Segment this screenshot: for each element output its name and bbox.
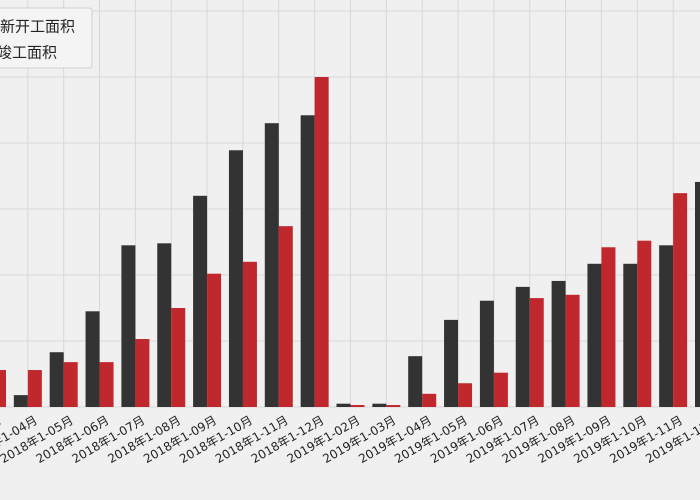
- bar: [408, 356, 423, 407]
- bar: [659, 245, 674, 407]
- bar: [458, 383, 473, 407]
- bar: [228, 150, 243, 407]
- legend-label: 新开工面积: [0, 18, 75, 36]
- bar: [157, 243, 172, 407]
- bar: [121, 245, 136, 407]
- legend-box: [0, 7, 93, 69]
- bar: [193, 195, 208, 407]
- bar: [207, 273, 222, 407]
- bar: [479, 300, 494, 407]
- bar: [63, 362, 78, 407]
- bar: [515, 286, 530, 407]
- bar: [695, 181, 700, 407]
- bar: [99, 362, 114, 407]
- bar: [601, 247, 616, 407]
- bar: [314, 77, 329, 407]
- bar: [386, 405, 401, 407]
- bar: [372, 403, 387, 407]
- bar: [278, 226, 293, 407]
- bar: [623, 263, 638, 407]
- bar: [300, 115, 315, 407]
- bar: [264, 123, 279, 407]
- bar: [444, 319, 459, 407]
- bar: [637, 240, 652, 407]
- bar: [422, 393, 437, 407]
- bar: [551, 280, 566, 407]
- bar: [85, 311, 100, 407]
- bar: [350, 405, 365, 407]
- bar: [529, 298, 544, 407]
- bar: [242, 261, 257, 407]
- bar: [493, 372, 508, 407]
- bar: [27, 370, 42, 407]
- bar: [336, 403, 351, 407]
- bar: [13, 395, 28, 407]
- bar: [171, 308, 186, 407]
- bar: [587, 263, 602, 407]
- bar: [49, 352, 64, 407]
- legend-label: 竣工面积: [0, 44, 57, 62]
- bar: [135, 339, 150, 407]
- bar: [0, 370, 6, 407]
- bar: [673, 193, 688, 407]
- bar: [565, 294, 580, 407]
